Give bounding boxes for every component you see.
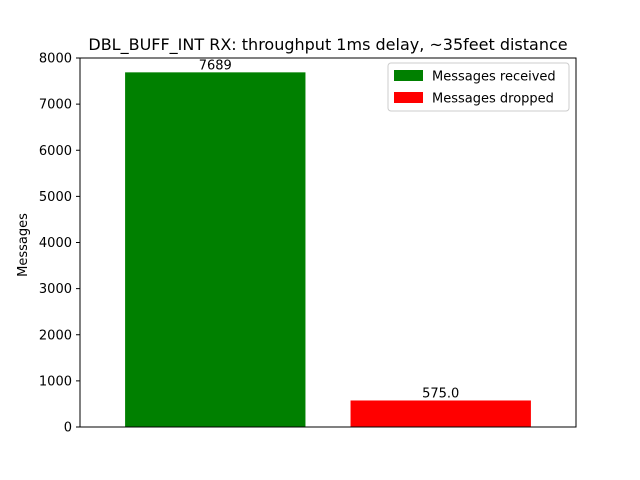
legend-label: Messages received	[432, 70, 556, 85]
bar-value-labels: 7689 575.0	[199, 58, 460, 401]
y-tick-label: 6000	[39, 144, 72, 159]
legend-label: Messages dropped	[432, 92, 554, 107]
y-tick-label: 3000	[39, 282, 72, 297]
y-axis-ticks: 0 1000 2000 3000 4000 5000 6000 7000 8000	[39, 52, 80, 436]
y-tick-label: 7000	[39, 98, 72, 113]
y-tick-label: 1000	[39, 374, 72, 389]
bar-value-label: 575.0	[422, 386, 459, 401]
legend-swatch	[394, 70, 423, 81]
y-tick-label: 2000	[39, 328, 72, 343]
chart-title: DBL_BUFF_INT RX: throughput 1ms delay, ~…	[88, 35, 567, 55]
y-tick-label: 5000	[39, 190, 72, 205]
legend-swatch	[394, 92, 423, 103]
bar	[125, 72, 306, 427]
legend-box	[387, 62, 570, 112]
y-tick-label: 0	[64, 421, 72, 436]
bar	[350, 400, 531, 427]
plot-frame	[79, 57, 577, 428]
bars	[125, 72, 531, 427]
y-tick-label: 4000	[39, 236, 72, 251]
y-axis-label: Messages	[16, 213, 31, 277]
bar-value-label: 7689	[199, 58, 232, 73]
y-tick-label: 8000	[39, 52, 72, 67]
legend: Messages received Messages dropped	[387, 62, 570, 112]
